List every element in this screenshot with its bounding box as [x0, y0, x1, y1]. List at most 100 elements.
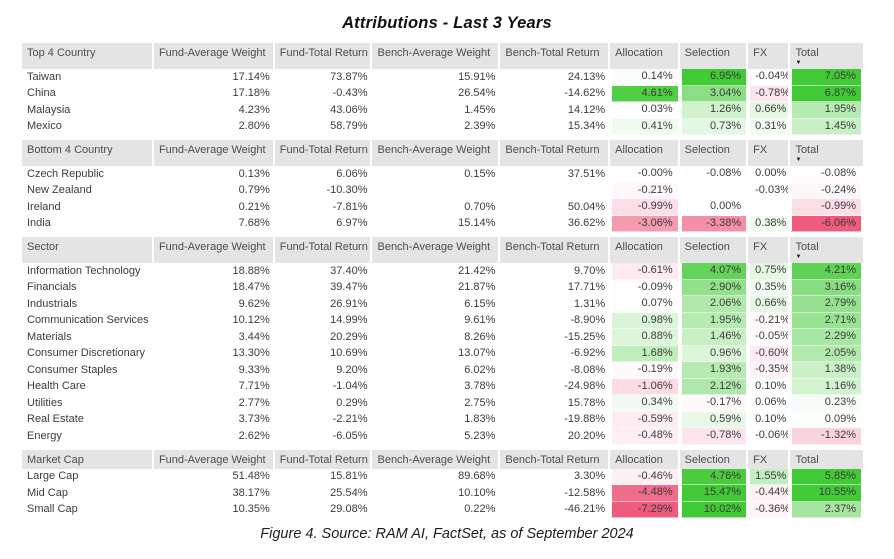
cell-fund-total-return: 58.79% [330, 120, 368, 133]
column-header-allocation[interactable]: Allocation [610, 43, 680, 69]
column-header-allocation[interactable]: Allocation [610, 140, 680, 166]
table-row: Utilities 2.77% 0.29% 2.75% 15.78% 0.34% -0.17… [22, 395, 863, 412]
column-header-selection[interactable]: Selection [679, 140, 749, 166]
column-header-bench-total-return[interactable]: Bench-Total Return [500, 140, 611, 166]
attribution-table-sector: Sector Fund-Average Weight Fund-Total Retu… [22, 237, 863, 445]
cell-allocation: -0.19% [610, 362, 680, 379]
column-header-fx[interactable]: FX [748, 140, 791, 166]
column-header-total[interactable]: Total ▼ [790, 43, 863, 69]
cell-bench-average-weight: 2.75% [464, 396, 496, 409]
column-header-selection[interactable]: Selection [679, 237, 749, 263]
cell-total: 1.16% [790, 378, 863, 395]
cell-fx: 0.35% [748, 279, 791, 296]
cell-fund-total-return: 0.29% [336, 396, 368, 409]
cell-selection [679, 182, 749, 199]
cell-bench-average-weight: 5.23% [464, 429, 496, 442]
column-header-label: Allocation [615, 144, 663, 156]
cell-selection: 1.93% [679, 362, 749, 379]
cell-selection: -3.38% [679, 215, 749, 232]
cell-fx: -0.60% [748, 345, 791, 362]
cell-total: 10.55% [790, 485, 863, 502]
table-row: Real Estate 3.73% -2.21% 1.83% -19.88% -0.59%… [22, 411, 863, 428]
cell-fund-total-return: 14.99% [330, 314, 368, 327]
section-header-bottom-4-country[interactable]: Bottom 4 Country [22, 140, 154, 166]
row-label: Utilities [27, 396, 63, 409]
column-header-fx[interactable]: FX [748, 449, 791, 469]
column-header-allocation[interactable]: Allocation [610, 237, 680, 263]
cell-selection: 0.73% [679, 118, 749, 135]
cell-bench-total-return: 3.30% [573, 470, 606, 483]
cell-fund-average-weight: 2.62% [238, 429, 270, 442]
column-header-bench-average-weight[interactable]: Bench-Average Weight [372, 140, 501, 166]
cell-total: 0.23% [790, 395, 863, 412]
cell-fx: 0.66% [748, 102, 791, 119]
column-header-label: Bench-Total Return [505, 453, 600, 466]
column-header-selection[interactable]: Selection [679, 449, 749, 469]
cell-selection: 2.12% [679, 378, 749, 395]
cell-fund-average-weight: 0.79% [238, 184, 270, 197]
column-header-fund-total-return[interactable]: Fund-Total Return [274, 449, 373, 469]
row-label: Industrials [27, 297, 78, 310]
section-header-market-cap[interactable]: Market Cap [22, 449, 154, 469]
table-row: Malaysia 4.23% 43.06% 1.45% 14.12% 0.03% 1.26%… [22, 102, 863, 119]
column-header-fx[interactable]: FX [748, 237, 791, 263]
column-header-bench-total-return[interactable]: Bench-Total Return [500, 43, 611, 69]
cell-allocation: 0.41% [610, 118, 680, 135]
header-row: Market Cap Fund-Average Weight Fund-Total … [22, 449, 863, 469]
attribution-table-top-4-country: Top 4 Country Fund-Average Weight Fund-Tot… [22, 43, 863, 135]
cell-selection: 0.59% [679, 411, 749, 428]
section-header-sector[interactable]: Sector [22, 237, 154, 263]
cell-bench-average-weight: 15.14% [458, 217, 496, 230]
table-row: India 7.68% 6.97% 15.14% 36.62% -3.06% -3.38% 0… [22, 215, 863, 232]
cell-bench-average-weight: 21.87% [458, 281, 496, 294]
cell-fund-average-weight: 38.17% [232, 486, 270, 499]
column-header-fund-total-return[interactable]: Fund-Total Return [274, 140, 373, 166]
column-header-fund-total-return[interactable]: Fund-Total Return [274, 237, 373, 263]
cell-fx: -0.35% [748, 362, 791, 379]
cell-allocation: -4.48% [610, 485, 680, 502]
row-label: Malaysia [27, 103, 71, 116]
cell-bench-average-weight: 26.54% [458, 87, 496, 100]
column-header-bench-total-return[interactable]: Bench-Total Return [500, 449, 611, 469]
sort-descending-icon: ▼ [795, 254, 802, 260]
cell-fx: -0.04% [748, 69, 791, 86]
column-header-fund-average-weight[interactable]: Fund-Average Weight [153, 237, 275, 263]
column-header-bench-average-weight[interactable]: Bench-Average Weight [372, 237, 501, 263]
column-header-total[interactable]: Total ▼ [790, 140, 863, 166]
column-header-fund-average-weight[interactable]: Fund-Average Weight [153, 140, 275, 166]
column-header-allocation[interactable]: Allocation [610, 449, 680, 469]
column-header-label: Fund-Total Return [279, 241, 368, 253]
cell-allocation: 1.68% [610, 345, 680, 362]
column-header-bench-average-weight[interactable]: Bench-Average Weight [372, 449, 501, 469]
column-header-fx[interactable]: FX [748, 43, 791, 69]
cell-bench-total-return: 15.78% [567, 396, 606, 409]
section-header-top-4-country[interactable]: Top 4 Country [22, 43, 154, 69]
cell-bench-average-weight [372, 183, 500, 200]
cell-fund-total-return: 10.69% [330, 347, 368, 360]
cell-fx: -0.05% [748, 329, 791, 346]
row-label: Czech Republic [27, 167, 105, 180]
cell-bench-average-weight: 0.15% [464, 167, 496, 180]
table-row: Communication Services 10.12% 14.99% 9.61% -… [22, 312, 863, 329]
column-header-total[interactable]: Total ▼ [790, 237, 863, 263]
cell-fx: 0.10% [748, 378, 791, 395]
column-header-fund-average-weight[interactable]: Fund-Average Weight [153, 449, 275, 469]
column-header-bench-total-return[interactable]: Bench-Total Return [500, 237, 611, 263]
cell-bench-total-return: -8.08% [570, 363, 606, 376]
column-header-label: Bench-Total Return [505, 47, 600, 59]
column-header-bench-average-weight[interactable]: Bench-Average Weight [372, 43, 501, 69]
cell-fx: -0.03% [748, 182, 791, 199]
cell-fund-average-weight: 18.88% [232, 264, 270, 277]
row-label: Financials [27, 281, 77, 294]
column-header-fund-total-return[interactable]: Fund-Total Return [274, 43, 373, 69]
attribution-figure: Attributions - Last 3 Years Top 4 Countr… [0, 14, 894, 559]
cell-allocation: -0.21% [610, 182, 680, 199]
cell-bench-total-return: -6.92% [570, 347, 606, 360]
column-header-label: Bench-Average Weight [377, 144, 491, 156]
cell-fund-average-weight: 4.23% [238, 103, 270, 116]
column-header-fund-average-weight[interactable]: Fund-Average Weight [153, 43, 275, 69]
column-header-selection[interactable]: Selection [679, 43, 749, 69]
column-header-label: Selection [684, 453, 730, 466]
column-header-label: Bench-Total Return [505, 144, 600, 156]
column-header-total[interactable]: Total [790, 449, 863, 469]
